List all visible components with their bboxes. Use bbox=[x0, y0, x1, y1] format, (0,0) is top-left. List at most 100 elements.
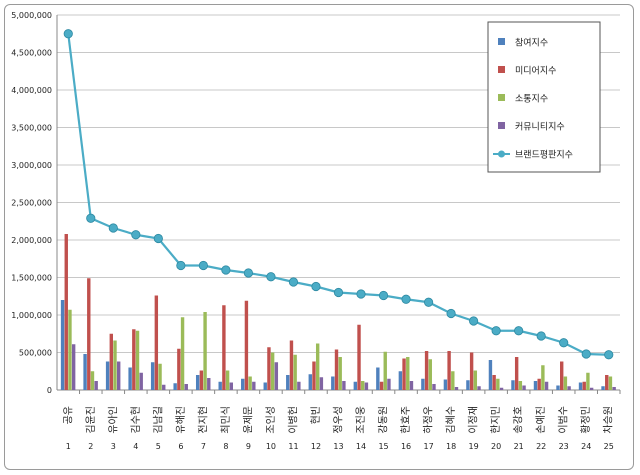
category-label: 황정민 bbox=[580, 406, 592, 434]
bar bbox=[402, 358, 406, 390]
category-label: 강동원 bbox=[378, 406, 390, 434]
category-label: 조진웅 bbox=[355, 406, 367, 434]
bar bbox=[222, 305, 226, 390]
y-axis: 0 500,000 1,000,000 1,500,000 2,000,000 2,500… bbox=[11, 11, 58, 395]
bar bbox=[274, 362, 279, 390]
category-index: 10 bbox=[266, 442, 276, 451]
bar bbox=[432, 384, 436, 390]
category-label: 김윤진 bbox=[85, 406, 97, 434]
bar bbox=[319, 377, 324, 390]
bar bbox=[383, 351, 387, 390]
bar bbox=[334, 349, 339, 390]
bar bbox=[387, 378, 391, 390]
bar bbox=[83, 354, 87, 390]
bar bbox=[608, 376, 613, 390]
bar bbox=[357, 324, 361, 390]
bar bbox=[90, 371, 95, 390]
bar bbox=[492, 375, 496, 390]
bar bbox=[496, 378, 500, 390]
bar bbox=[162, 384, 166, 390]
y-tick-label: 4,000,000 bbox=[11, 86, 52, 95]
bar bbox=[94, 381, 98, 390]
bar bbox=[229, 382, 233, 390]
bar bbox=[117, 361, 121, 390]
line-point bbox=[423, 297, 434, 307]
bar bbox=[379, 381, 384, 390]
y-tick-label: 5,000,000 bbox=[11, 11, 52, 20]
bar bbox=[560, 361, 564, 390]
bar bbox=[297, 381, 301, 390]
category-index: 16 bbox=[401, 442, 411, 451]
legend-marker bbox=[498, 150, 505, 158]
bar bbox=[454, 387, 459, 390]
bar bbox=[263, 382, 267, 390]
bar bbox=[443, 379, 448, 390]
bar bbox=[567, 386, 571, 390]
category-index: 22 bbox=[536, 442, 546, 451]
category-index: 18 bbox=[446, 442, 456, 451]
line-point bbox=[378, 290, 389, 301]
bar bbox=[252, 381, 256, 390]
bar bbox=[406, 357, 410, 390]
category-index: 2 bbox=[88, 442, 93, 451]
y-tick-label: 2,000,000 bbox=[11, 236, 52, 245]
line-point bbox=[86, 213, 96, 223]
bar bbox=[421, 378, 425, 390]
legend-entry: 브랜드평판지수 bbox=[515, 150, 573, 161]
line-point bbox=[311, 281, 321, 292]
bar bbox=[135, 330, 140, 390]
bar bbox=[541, 365, 545, 390]
line-point bbox=[131, 230, 141, 240]
bar bbox=[409, 381, 414, 390]
category-index: 7 bbox=[201, 442, 206, 451]
bar bbox=[286, 375, 290, 390]
legend-box bbox=[487, 21, 601, 173]
category-index: 4 bbox=[133, 442, 138, 451]
x-axis-labels: 공유 1 김윤진 2 유아인 3 김수현 4 김남길 5 유해진 6 전지현 7 최민식 8 윤제문 9 조인성 10… bbox=[62, 390, 621, 451]
bar bbox=[64, 234, 68, 390]
bar bbox=[511, 380, 515, 390]
bar-series bbox=[60, 234, 616, 390]
line-point bbox=[559, 338, 569, 348]
bar bbox=[499, 387, 504, 390]
bar bbox=[612, 387, 616, 390]
y-tick-label: 0 bbox=[47, 386, 52, 395]
bar bbox=[195, 375, 200, 390]
category-label: 한효주 bbox=[400, 406, 412, 434]
category-label: 이정재 bbox=[468, 406, 480, 434]
bar bbox=[451, 371, 455, 390]
category-label: 송강호 bbox=[513, 406, 525, 434]
category-label: 차승원 bbox=[603, 406, 615, 434]
line-point bbox=[198, 260, 208, 271]
bar bbox=[428, 359, 432, 390]
bar bbox=[289, 340, 294, 390]
y-tick-label: 3,000,000 bbox=[11, 161, 52, 170]
bar bbox=[68, 309, 72, 390]
y-tick-label: 4,500,000 bbox=[11, 49, 52, 58]
bar bbox=[199, 370, 204, 390]
bar bbox=[447, 351, 451, 390]
bar bbox=[60, 300, 65, 390]
category-index: 17 bbox=[423, 442, 433, 451]
category-index: 20 bbox=[491, 442, 501, 451]
category-label: 유해진 bbox=[174, 406, 187, 434]
category-index: 21 bbox=[514, 442, 524, 451]
bar bbox=[331, 376, 335, 390]
line-point bbox=[536, 331, 546, 341]
bar bbox=[312, 361, 316, 390]
bar bbox=[139, 372, 143, 390]
bar bbox=[469, 352, 474, 390]
bar bbox=[218, 381, 222, 390]
bar bbox=[87, 278, 91, 390]
legend-swatch bbox=[498, 66, 505, 73]
y-tick-label: 500,000 bbox=[19, 349, 52, 358]
bar bbox=[533, 381, 538, 390]
category-index: 24 bbox=[581, 442, 591, 451]
line-point bbox=[469, 316, 479, 326]
category-index: 8 bbox=[223, 442, 228, 451]
category-label: 한지민 bbox=[490, 406, 502, 434]
legend-entry: 미디어지수 bbox=[515, 66, 556, 77]
category-label: 김남길 bbox=[151, 406, 164, 434]
